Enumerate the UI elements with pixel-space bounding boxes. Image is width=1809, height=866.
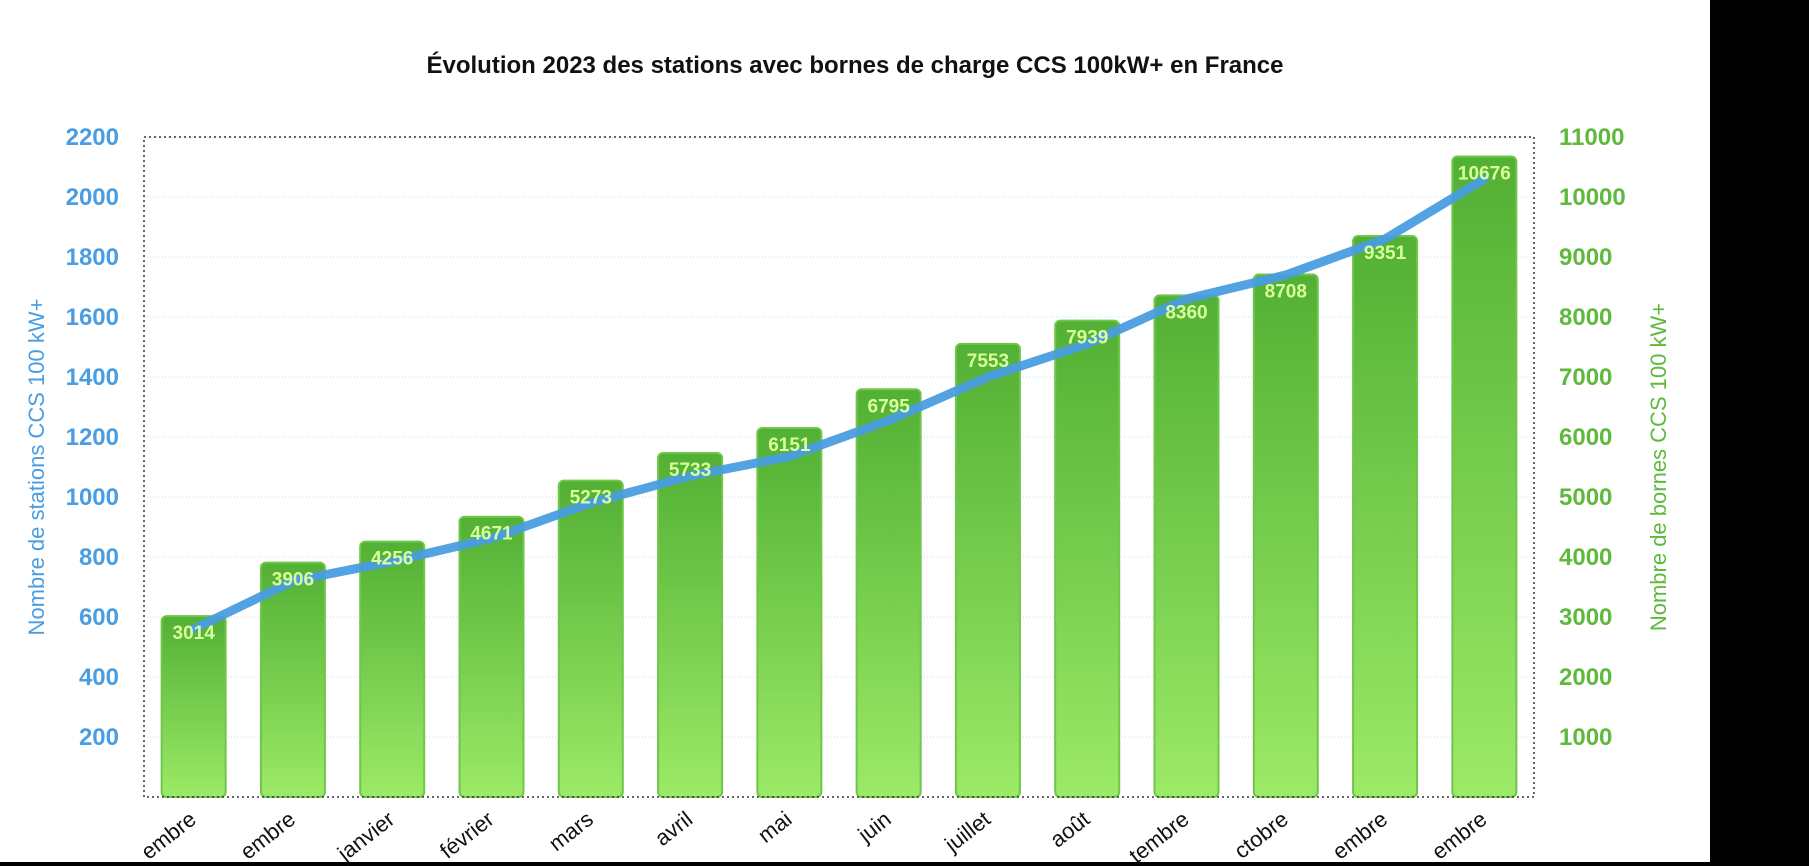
- left-tick-label: 800: [79, 544, 119, 571]
- station-point: [491, 537, 492, 539]
- bar: [756, 426, 823, 798]
- bar-value-label: 3014: [173, 623, 216, 644]
- x-tick-label: mars: [544, 806, 598, 856]
- right-tick-label: 4000: [1559, 544, 1612, 571]
- bar: [657, 452, 724, 798]
- bar: [1054, 319, 1121, 798]
- x-tick-label: embre: [1328, 806, 1393, 864]
- right-tick-label: 10000: [1559, 184, 1626, 211]
- station-point: [1285, 274, 1287, 276]
- right-tick-label: 7000: [1559, 364, 1612, 391]
- x-tick-label: juillet: [939, 806, 995, 857]
- bar: [1153, 294, 1220, 798]
- right-tick-label: 5000: [1559, 484, 1612, 511]
- station-point: [888, 420, 890, 421]
- right-axis-title: Nombre de bornes CCS 100 kW+: [1646, 303, 1671, 631]
- station-point: [1186, 298, 1187, 300]
- bar-value-label: 9351: [1364, 243, 1407, 264]
- bar: [259, 561, 326, 799]
- station-point: [590, 502, 592, 504]
- bar-value-label: 6795: [868, 396, 911, 417]
- black-side-panel: [1710, 0, 1809, 866]
- bar: [855, 388, 922, 798]
- station-point: [193, 628, 195, 630]
- station-point: [788, 456, 790, 457]
- right-tick-label: 11000: [1559, 124, 1624, 151]
- bar-value-label: 8708: [1265, 282, 1307, 303]
- bar-value-label: 6151: [768, 435, 811, 456]
- right-tick-label: 9000: [1559, 244, 1612, 271]
- bar: [1252, 273, 1319, 798]
- bar: [458, 515, 525, 798]
- left-axis-title: Nombre de stations CCS 100 kW+: [24, 299, 49, 636]
- bar-value-label: 7939: [1066, 328, 1108, 349]
- bar: [954, 342, 1021, 798]
- x-tick-label: juin: [853, 806, 896, 847]
- bottom-edge: [0, 862, 1710, 866]
- bar-value-label: 3906: [272, 570, 314, 591]
- bar: [359, 540, 426, 799]
- station-line-path: [189, 174, 1489, 634]
- station-line: [189, 174, 1489, 634]
- bar-value-label: 5733: [669, 460, 711, 481]
- station-point: [1483, 178, 1485, 180]
- left-tick-label: 200: [79, 724, 119, 751]
- left-tick-label: 1400: [66, 364, 119, 391]
- station-point: [689, 475, 691, 477]
- x-tick-label: avril: [650, 806, 697, 851]
- x-tick-label: août: [1045, 806, 1094, 852]
- station-point: [292, 580, 294, 582]
- station-point: [1086, 343, 1088, 345]
- bar-value-label: 7553: [967, 351, 1009, 372]
- right-tick-label: 3000: [1559, 604, 1612, 631]
- x-tick-label: ctobre: [1229, 806, 1293, 863]
- station-point: [987, 376, 989, 378]
- left-tick-label: 1800: [66, 244, 119, 271]
- x-tick-label: embre: [235, 806, 300, 864]
- left-tick-label: 1000: [66, 484, 119, 511]
- right-tick-label: 8000: [1559, 304, 1612, 331]
- left-tick-label: 400: [79, 664, 119, 691]
- station-point: [391, 561, 393, 562]
- bar-value-label: 4671: [470, 524, 513, 545]
- bar-labels: 3014 3906 4256 4671 5273 5733 6151 6795 7553 7939…: [173, 163, 1511, 644]
- bar-value-label: 4256: [371, 549, 413, 570]
- station-point: [1384, 238, 1386, 240]
- x-tick-label: janvier: [332, 806, 399, 866]
- x-tick-label: février: [435, 806, 499, 863]
- right-tick-label: 1000: [1559, 724, 1612, 751]
- x-tick-label: embre: [1427, 806, 1492, 864]
- bar: [557, 479, 624, 798]
- bar-value-label: 8360: [1165, 302, 1207, 323]
- bar-value-label: 5273: [570, 488, 612, 509]
- right-tick-label: 6000: [1559, 424, 1612, 451]
- bar-value-label: 10676: [1458, 163, 1511, 184]
- x-tick-label: mai: [753, 806, 796, 848]
- left-tick-label: 2200: [66, 124, 119, 151]
- bar: [1451, 155, 1518, 798]
- left-tick-label: 2000: [66, 184, 119, 211]
- plot-frame: [143, 136, 1535, 798]
- bar: [1352, 234, 1419, 798]
- x-tick-label: tembre: [1124, 806, 1193, 866]
- left-tick-label: 1600: [66, 304, 119, 331]
- chart-title: Évolution 2023 des stations avec bornes …: [426, 52, 1284, 79]
- bars: [160, 155, 1518, 799]
- right-tick-label: 2000: [1559, 664, 1612, 691]
- left-tick-label: 1200: [66, 424, 119, 451]
- left-tick-label: 600: [79, 604, 119, 631]
- x-tick-label: embre: [136, 806, 201, 864]
- chart: 3014 3906 4256 4671 5273 5733 6151 6795 7553 7939…: [24, 124, 1671, 866]
